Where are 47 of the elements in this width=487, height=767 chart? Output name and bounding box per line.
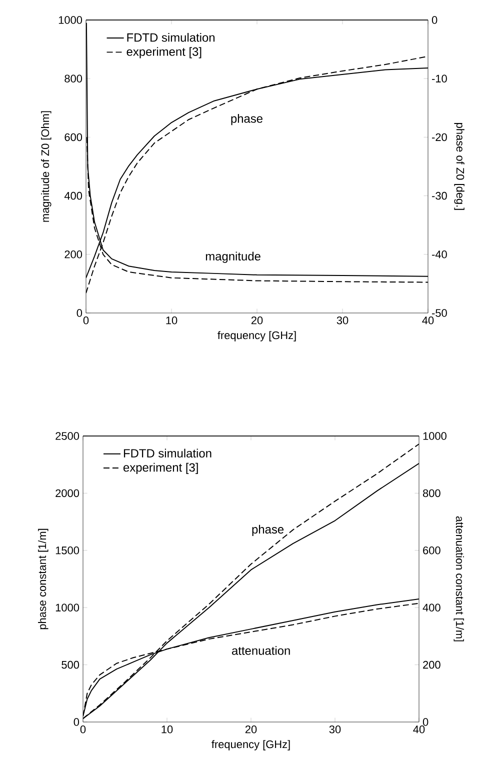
legend-label: experiment [3] bbox=[123, 462, 198, 474]
y-axis-title: magnitude of Z0 [Ohm] bbox=[41, 111, 52, 222]
y-tick-label: 1000 bbox=[56, 604, 80, 612]
y2-tick-label: -30 bbox=[432, 192, 447, 200]
y2-tick-label: -40 bbox=[432, 250, 447, 258]
y2-tick-label: 1000 bbox=[423, 432, 446, 440]
y2-tick-label: -20 bbox=[432, 133, 447, 142]
x-tick-label: 0 bbox=[83, 316, 89, 324]
legend-label: experiment [3] bbox=[126, 47, 202, 58]
x-tick-label: 20 bbox=[251, 316, 263, 324]
annotation: phase bbox=[231, 114, 262, 126]
y2-tick-label: 400 bbox=[422, 604, 440, 612]
y-tick-label: 500 bbox=[62, 660, 80, 669]
annotation: magnitude bbox=[206, 252, 260, 263]
y-tick-label: 0 bbox=[74, 718, 80, 726]
x-tick-label: 40 bbox=[422, 316, 434, 324]
y2-tick-label: 200 bbox=[423, 660, 440, 669]
y2-tick-label: 0 bbox=[422, 718, 428, 726]
y-tick-label: 2000 bbox=[56, 489, 80, 498]
y2-tick-label: 600 bbox=[423, 546, 440, 554]
x-tick-label: 30 bbox=[336, 316, 348, 324]
annotation: attenuation bbox=[232, 646, 290, 655]
y-tick-label: 0 bbox=[76, 309, 82, 317]
x-tick-label: 10 bbox=[166, 316, 178, 324]
y2-axis-title: phase of Z0 [deg.] bbox=[454, 123, 464, 210]
x-axis-title: frequency [GHz] bbox=[218, 331, 296, 342]
legend-label: FDTD simulation bbox=[127, 32, 215, 42]
x-tick-label: 40 bbox=[413, 726, 425, 734]
y-tick-label: 2500 bbox=[56, 432, 80, 440]
x-axis-title: frequency [GHz] bbox=[212, 740, 290, 750]
y-tick-label: 400 bbox=[64, 192, 82, 200]
y-tick-label: 200 bbox=[64, 250, 82, 258]
y-axis-title: phase constant [1/m] bbox=[38, 528, 48, 630]
y2-tick-label: 800 bbox=[422, 489, 440, 498]
legend-label: FDTD simulation bbox=[124, 448, 212, 458]
y-tick-label: 600 bbox=[64, 133, 82, 142]
y2-tick-label: -50 bbox=[432, 309, 447, 317]
annotation: phase bbox=[252, 524, 284, 536]
y-tick-label: 800 bbox=[64, 74, 82, 82]
y2-tick-label: -10 bbox=[432, 74, 447, 82]
x-tick-label: 20 bbox=[245, 726, 257, 734]
y2-axis-title: attenuation constant [1/m] bbox=[454, 516, 464, 642]
y2-tick-label: 0 bbox=[432, 16, 438, 24]
x-tick-label: 10 bbox=[162, 726, 173, 734]
y-tick-label: 1500 bbox=[56, 546, 80, 554]
y-tick-label: 1000 bbox=[58, 16, 82, 24]
x-tick-label: 30 bbox=[329, 726, 341, 734]
